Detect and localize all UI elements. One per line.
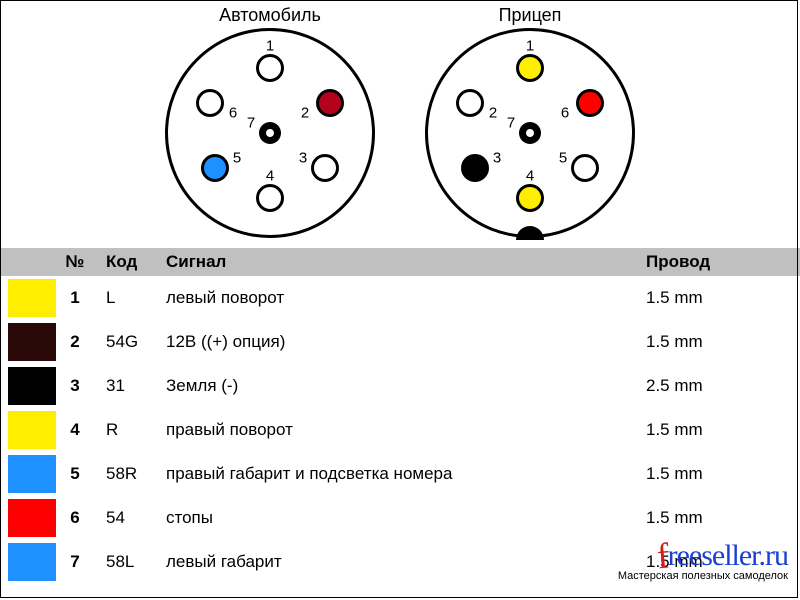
pin-label-1: 1 xyxy=(526,38,534,55)
connector-diagrams: Автомобиль 1234567 Прицеп 1234567 xyxy=(0,0,800,238)
pin-label-4: 4 xyxy=(526,168,534,185)
pin-label-3: 3 xyxy=(299,150,307,167)
pin-label-7: 7 xyxy=(507,115,515,132)
pin-3 xyxy=(461,154,489,182)
pin-label-7: 7 xyxy=(247,115,255,132)
cell-signal: 12В ((+) опция) xyxy=(160,328,640,356)
connector-car: Автомобиль 1 2 3 4 5 67 xyxy=(165,5,375,238)
cell-num: 5 xyxy=(50,460,100,488)
watermark: freeseller.ru Мастерская полезных самоде… xyxy=(618,532,788,582)
connector-trailer-title: Прицеп xyxy=(425,5,635,26)
table-row: 558Rправый габарит и подсветка номера1.5… xyxy=(0,452,800,496)
cell-wire: 1.5 mm xyxy=(640,284,800,312)
cell-num: 6 xyxy=(50,504,100,532)
cell-code: R xyxy=(100,416,160,444)
cell-signal: левый поворот xyxy=(160,284,640,312)
table-row: 254G12В ((+) опция)1.5 mm xyxy=(0,320,800,364)
pin-5 xyxy=(201,154,229,182)
cell-code: 54 xyxy=(100,504,160,532)
connector-trailer: Прицеп 1 2 3 4 5 6 7 xyxy=(425,5,635,238)
cell-signal: правый габарит и подсветка номера xyxy=(160,460,640,488)
watermark-main: freeseller.ru xyxy=(618,532,788,574)
pin-6 xyxy=(196,89,224,117)
pin-2 xyxy=(456,89,484,117)
cell-signal: правый поворот xyxy=(160,416,640,444)
pin-4 xyxy=(516,184,544,212)
pin-center xyxy=(519,122,541,144)
watermark-rest: reeseller.ru xyxy=(668,539,788,572)
pin-4 xyxy=(256,184,284,212)
pin-label-2: 2 xyxy=(489,105,497,122)
pin-label-2: 2 xyxy=(301,105,309,122)
color-swatch xyxy=(8,499,56,537)
cell-num: 2 xyxy=(50,328,100,356)
cell-wire: 1.5 mm xyxy=(640,328,800,356)
table-row: 4Rправый поворот1.5 mm xyxy=(0,408,800,452)
pin-1 xyxy=(516,54,544,82)
color-swatch xyxy=(8,367,56,405)
color-swatch xyxy=(8,543,56,581)
pin-3 xyxy=(311,154,339,182)
pin-5 xyxy=(571,154,599,182)
connector-trailer-socket: 1 2 3 4 5 6 7 xyxy=(425,28,635,238)
pin-label-5: 5 xyxy=(559,150,567,167)
color-swatch xyxy=(8,411,56,449)
table-row: 331Земля (-)2.5 mm xyxy=(0,364,800,408)
cell-num: 1 xyxy=(50,284,100,312)
header-code: Код xyxy=(100,248,160,276)
cell-wire: 1.5 mm xyxy=(640,460,800,488)
pin-label-6: 6 xyxy=(561,105,569,122)
table-row: 1Lлевый поворот1.5 mm xyxy=(0,276,800,320)
color-swatch xyxy=(8,279,56,317)
header-signal: Сигнал xyxy=(160,248,640,276)
pin-6 xyxy=(576,89,604,117)
pin-center xyxy=(259,122,281,144)
watermark-sub: Мастерская полезных самоделок xyxy=(618,570,788,582)
cell-code: 31 xyxy=(100,372,160,400)
cell-color xyxy=(0,536,50,588)
connector-car-socket: 1 2 3 4 5 67 xyxy=(165,28,375,238)
cell-code: 58L xyxy=(100,548,160,576)
cell-wire: 1.5 mm xyxy=(640,504,800,532)
pin-label-4: 4 xyxy=(266,168,274,185)
cell-wire: 2.5 mm xyxy=(640,372,800,400)
pin-2 xyxy=(316,89,344,117)
cell-wire: 1.5 mm xyxy=(640,416,800,444)
cell-signal: стопы xyxy=(160,504,640,532)
header-num: № xyxy=(50,248,100,276)
header-wire: Провод xyxy=(640,248,800,276)
pin-label-6: 6 xyxy=(229,105,237,122)
cell-signal: левый габарит xyxy=(160,548,640,576)
cell-num: 4 xyxy=(50,416,100,444)
cell-code: 58R xyxy=(100,460,160,488)
pin-label-3: 3 xyxy=(493,150,501,167)
cell-code: L xyxy=(100,284,160,312)
connector-car-title: Автомобиль xyxy=(165,5,375,26)
color-swatch xyxy=(8,455,56,493)
color-swatch xyxy=(8,323,56,361)
cell-num: 7 xyxy=(50,548,100,576)
cell-num: 3 xyxy=(50,372,100,400)
pin-1 xyxy=(256,54,284,82)
table-header: № Код Сигнал Провод xyxy=(0,248,800,276)
pin-label-1: 1 xyxy=(266,38,274,55)
pin-label-5: 5 xyxy=(233,150,241,167)
cell-signal: Земля (-) xyxy=(160,372,640,400)
cell-code: 54G xyxy=(100,328,160,356)
